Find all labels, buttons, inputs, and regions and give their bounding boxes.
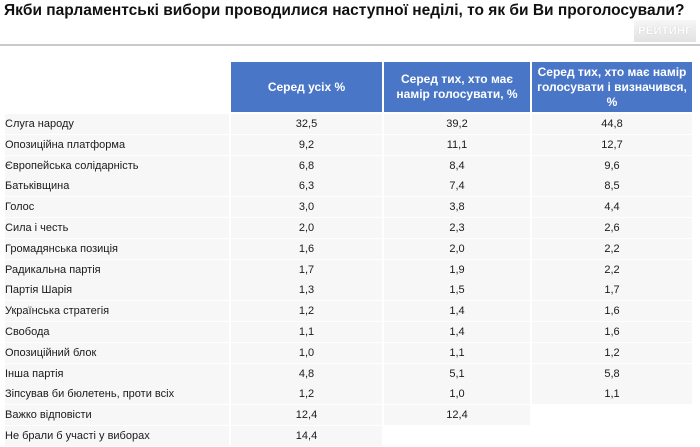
value-cell: 1,0	[384, 384, 530, 405]
value-cell: 1,5	[384, 280, 530, 301]
column-header-intend-to-vote: Серед тих, хто має намір голосувати, %	[384, 62, 530, 112]
table-row: Українська стратегія 1,2 1,4 1,6	[0, 301, 700, 322]
value-cell: 12,4	[231, 405, 382, 426]
table-row: Батьківщина 6,3 7,4 8,5	[0, 176, 700, 197]
table-row: Радикальна партія 1,7 1,9 2,2	[0, 259, 700, 281]
party-label: Сила і честь	[5, 218, 229, 238]
table-row: Партія Шарія 1,3 1,5 1,7	[0, 280, 700, 301]
party-label: Інша партія	[5, 363, 229, 384]
value-cell: 1,0	[231, 342, 382, 363]
value-cell: 3,0	[231, 197, 382, 218]
value-cell: 1,9	[384, 259, 530, 280]
table-row: Громадянська позиція 1,6 2,0 2,2	[0, 238, 700, 260]
table-row: Слуга народу 32,5 39,2 44,8	[0, 114, 700, 135]
value-cell: 11,1	[384, 134, 530, 155]
value-cell: 4,4	[532, 197, 692, 218]
value-cell: 6,3	[231, 176, 382, 197]
party-label: Партія Шарія	[5, 280, 229, 301]
value-cell: 39,2	[384, 114, 530, 134]
party-label: Європейська солідарність	[5, 155, 229, 176]
value-cell: 2,0	[384, 238, 530, 259]
rating-logo: РЕЙТИНГ	[634, 20, 696, 42]
table-row: Важко відповісти 12,4 12,4	[0, 405, 700, 426]
table-row: Європейська солідарність 6,8 8,4 9,6	[0, 155, 700, 177]
value-cell: 1,4	[384, 301, 530, 322]
value-cell: 9,6	[532, 155, 692, 176]
value-cell: 7,4	[384, 176, 530, 197]
party-label: Батьківщина	[5, 176, 229, 197]
table-row: Опозиційний блок 1,0 1,1 1,2	[0, 342, 700, 364]
value-cell: 1,3	[231, 280, 382, 301]
value-cell: 6,8	[231, 155, 382, 176]
column-header-decided: Серед тих, хто має намір голосувати і ви…	[532, 62, 692, 112]
value-cell: 1,2	[231, 384, 382, 405]
table-row: Не брали б участі у виборах 14,4	[0, 426, 700, 447]
value-cell: 1,1	[532, 384, 692, 405]
value-cell: 8,4	[384, 155, 530, 176]
value-cell: 1,6	[532, 301, 692, 322]
value-cell: 1,2	[532, 342, 692, 363]
value-cell: 2,3	[384, 218, 530, 238]
value-cell: 12,7	[532, 134, 692, 155]
value-cell: 1,1	[384, 342, 530, 363]
value-cell: 8,5	[532, 176, 692, 197]
value-cell: 12,4	[384, 405, 530, 426]
page-title: Якби парламентські вибори проводилися на…	[4, 2, 685, 19]
party-label: Свобода	[5, 322, 229, 342]
party-label: Слуга народу	[5, 114, 229, 134]
value-cell: 2,0	[231, 218, 382, 238]
party-label: Не брали б участі у виборах	[5, 426, 229, 446]
value-cell: 4,8	[231, 363, 382, 384]
value-cell: 2,2	[532, 259, 692, 280]
value-cell: 5,8	[532, 363, 692, 384]
value-cell: 14,4	[231, 426, 382, 446]
party-label: Українська стратегія	[5, 301, 229, 322]
value-cell: 2,2	[532, 238, 692, 259]
value-cell: 2,6	[532, 218, 692, 238]
table-row: Свобода 1,1 1,4 1,6	[0, 322, 700, 343]
value-cell: 1,6	[231, 238, 382, 259]
value-cell: 3,8	[384, 197, 530, 218]
value-cell: 5,1	[384, 363, 530, 384]
table-row: Опозиційна платформа 9,2 11,1 12,7	[0, 134, 700, 156]
value-cell: 44,8	[532, 114, 692, 134]
value-cell: 1,2	[231, 301, 382, 322]
table-row: Голос 3,0 3,8 4,4	[0, 197, 700, 218]
party-label: Громадянська позиція	[5, 238, 229, 259]
party-label: Опозиційний блок	[5, 342, 229, 363]
value-cell	[384, 426, 530, 446]
party-label: Зіпсував би бюлетень, проти всіх	[5, 384, 229, 405]
value-cell	[532, 426, 692, 446]
party-label: Важко відповісти	[5, 405, 229, 426]
value-cell: 1,1	[231, 322, 382, 342]
column-header-all: Серед усіх %	[231, 62, 382, 112]
value-cell: 1,7	[231, 259, 382, 280]
value-cell	[532, 405, 692, 426]
value-cell: 32,5	[231, 114, 382, 134]
value-cell: 1,6	[532, 322, 692, 342]
title-divider	[0, 44, 700, 46]
table-row: Зіпсував би бюлетень, проти всіх 1,2 1,0 1,…	[0, 384, 700, 405]
value-cell: 9,2	[231, 134, 382, 155]
value-cell: 1,7	[532, 280, 692, 301]
party-label: Радикальна партія	[5, 259, 229, 280]
value-cell: 1,4	[384, 322, 530, 342]
party-label: Голос	[5, 197, 229, 218]
table-row: Інша партія 4,8 5,1 5,8	[0, 363, 700, 385]
party-label: Опозиційна платформа	[5, 134, 229, 155]
table-row: Сила і честь 2,0 2,3 2,6	[0, 218, 700, 239]
